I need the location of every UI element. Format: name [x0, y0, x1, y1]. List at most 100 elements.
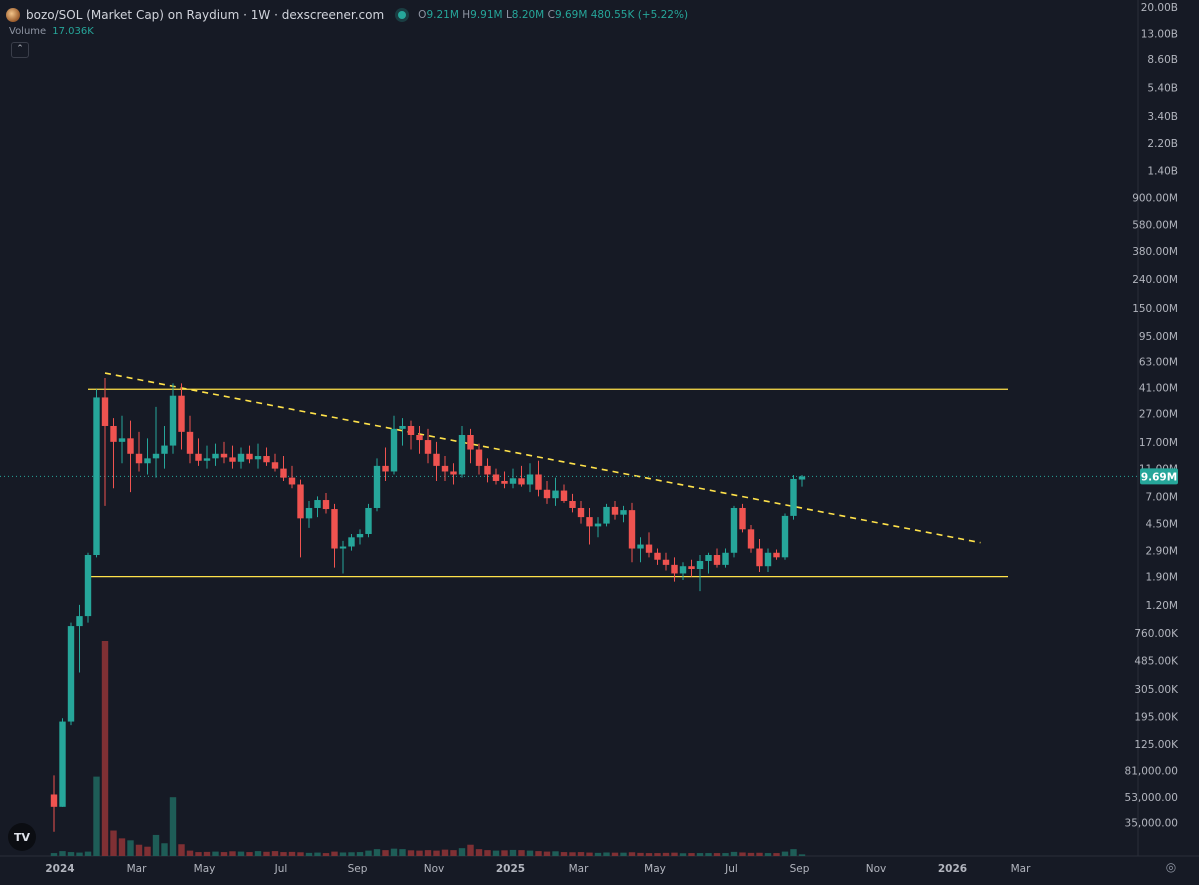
candle-body [186, 431, 194, 454]
volume-bar [688, 853, 695, 856]
volume-bar [705, 853, 712, 856]
candle-body [178, 395, 185, 432]
price-axis-tick: 2.90M [1146, 546, 1178, 558]
volume-bar [212, 851, 219, 856]
candle-body [76, 616, 83, 627]
price-axis-tick: 2.20B [1147, 138, 1178, 150]
volume-bar [110, 830, 117, 856]
time-axis-tick: Nov [866, 863, 887, 875]
volume-bar [433, 850, 440, 856]
time-axis-tick: Mar [569, 863, 589, 875]
volume-bar [645, 853, 653, 856]
volume-bar [518, 850, 525, 856]
price-axis-tick: 53,000.00 [1125, 792, 1178, 804]
price-axis-tick: 41.00M [1139, 383, 1178, 395]
candle-body [696, 560, 704, 570]
high-value: 9.91M [470, 9, 503, 21]
candle-body [628, 510, 636, 549]
volume-bar [764, 853, 772, 856]
candle-body [152, 453, 160, 459]
candle-body [280, 468, 287, 478]
price-axis-tick: 760.00K [1134, 628, 1179, 640]
candle-body [84, 555, 92, 617]
volume-bar [586, 852, 593, 856]
candle-body [594, 523, 602, 527]
volume-bar [203, 851, 211, 856]
volume-bar [356, 852, 364, 856]
time-axis-tick: Jul [274, 863, 288, 875]
price-axis-tick: 13.00B [1141, 28, 1178, 40]
symbol-title[interactable]: bozo/SOL (Market Cap) on Raydium · 1W · … [26, 8, 385, 22]
volume-bar [722, 853, 729, 856]
volume-bar [101, 641, 109, 856]
trendline [104, 372, 981, 544]
price-axis-tick: 1.20M [1146, 600, 1178, 612]
volume-bar [773, 853, 780, 856]
candle-body [756, 548, 763, 567]
volume-bar [84, 851, 92, 856]
volume-bar [594, 852, 602, 856]
volume-bar [382, 850, 389, 856]
volume-bar [603, 852, 610, 856]
candle-body [382, 465, 389, 472]
volume-bar [331, 851, 338, 856]
price-axis-tick: 20.00B [1141, 2, 1178, 14]
volume-bar [492, 850, 500, 856]
candle-body [450, 471, 457, 475]
price-axis-tick: 81,000.00 [1125, 766, 1178, 778]
volume-bar [756, 852, 763, 856]
candle-body [790, 478, 797, 516]
candle-body [645, 544, 653, 553]
candle-body [458, 435, 466, 475]
last-price-badge [1140, 468, 1178, 485]
candle-body [747, 529, 755, 549]
candle-body [365, 507, 372, 534]
volume-bar [577, 852, 585, 856]
candle-body [611, 506, 619, 515]
volume-bar [169, 797, 177, 856]
candle-body [339, 546, 347, 549]
volume-bar [263, 851, 270, 856]
collapse-legend-button[interactable]: ⌃ [11, 42, 29, 58]
change-value: 480.55K (+5.22%) [590, 9, 689, 21]
close-value: 9.69M [554, 9, 588, 21]
volume-bar [271, 851, 279, 856]
low-value: 8.20M [511, 9, 545, 21]
volume-bar [67, 852, 75, 856]
volume-value: 17.036K [52, 26, 94, 37]
candle-body [297, 484, 304, 519]
candle-body [492, 474, 500, 481]
settings-icon[interactable]: ◎ [1165, 860, 1177, 874]
candle-body [271, 462, 279, 469]
price-axis-tick: 95.00M [1139, 331, 1178, 343]
candle-body [246, 453, 253, 460]
volume-bar [535, 851, 542, 856]
price-axis-tick: 3.40B [1147, 111, 1178, 123]
candle-body [212, 453, 219, 459]
volume-bar [560, 852, 568, 856]
candle-body [390, 428, 398, 472]
volume-bar [59, 851, 66, 856]
volume-bar [424, 850, 432, 856]
candle-body [671, 564, 678, 574]
volume-bar [416, 850, 423, 856]
candle-body [543, 489, 551, 499]
price-axis-tick: 63.00M [1139, 356, 1178, 368]
open-label: O [418, 9, 427, 21]
volume-bar [220, 852, 228, 856]
volume-bar [152, 834, 160, 856]
volume-bar [254, 851, 262, 856]
tradingview-logo[interactable]: TV [8, 823, 36, 851]
candle-body [348, 537, 355, 547]
price-axis-tick: 7.00M [1146, 491, 1178, 503]
volume-bar [322, 853, 330, 856]
volume-bar [450, 850, 457, 856]
volume-bar [747, 852, 755, 856]
volume-bar [790, 849, 797, 856]
volume-bar [484, 850, 491, 856]
volume-bar [543, 851, 551, 856]
volume-label[interactable]: Volume [9, 26, 47, 37]
price-axis-tick: 27.00M [1139, 408, 1178, 420]
